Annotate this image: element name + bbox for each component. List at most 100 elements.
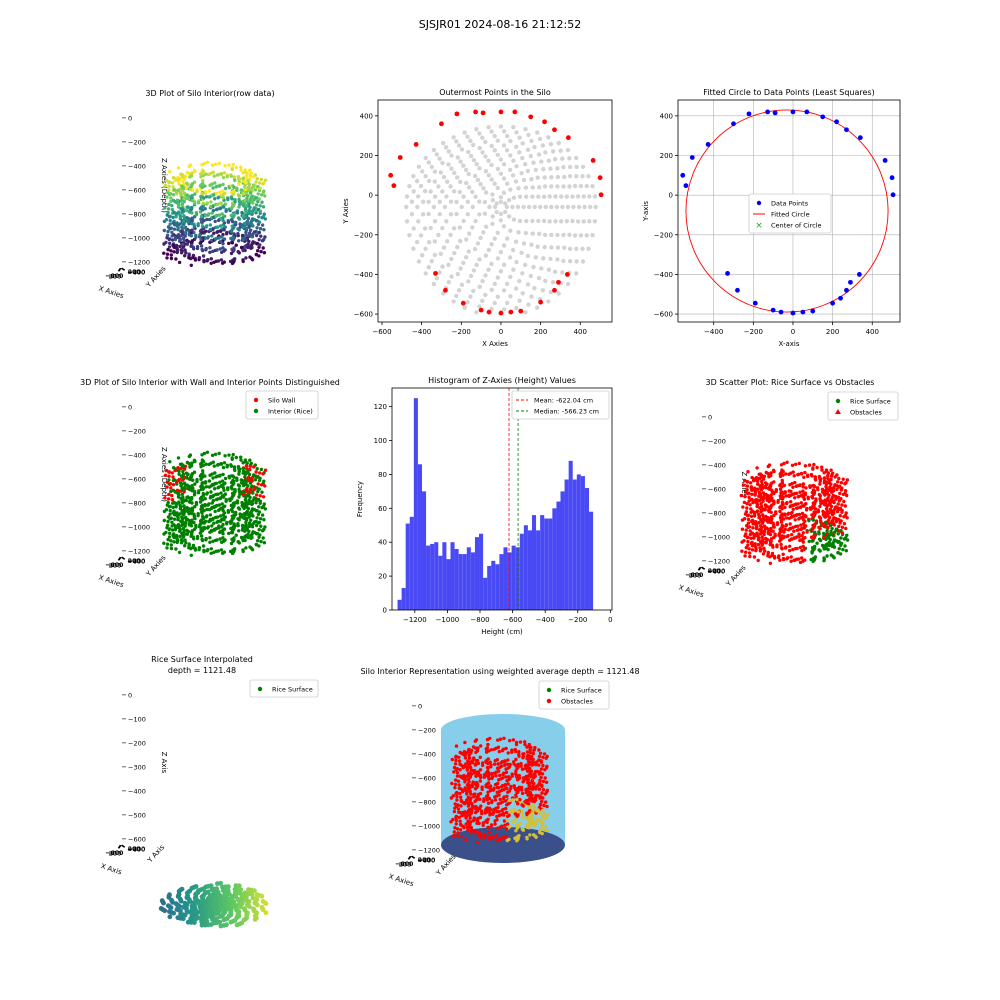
data-point <box>840 503 844 507</box>
surface-point <box>186 896 192 902</box>
data-point <box>545 828 550 833</box>
data-point <box>201 459 206 464</box>
data-point <box>528 754 532 759</box>
data-point <box>465 765 469 769</box>
data-point <box>793 496 797 500</box>
data-point <box>815 465 819 470</box>
inner-point <box>530 218 535 224</box>
legend-box <box>748 193 832 234</box>
outermost-point <box>433 271 438 276</box>
data-point <box>217 451 221 456</box>
data-point <box>244 230 248 235</box>
plot-title: Fitted Circle to Data Points (Least Squa… <box>703 88 874 97</box>
data-point <box>528 781 532 785</box>
data-point <box>804 508 809 512</box>
data-point <box>519 785 524 790</box>
inner-point <box>451 299 456 304</box>
data-point <box>843 544 847 548</box>
data-point <box>190 461 194 465</box>
data-point <box>188 187 193 192</box>
data-point <box>237 197 241 202</box>
data-point <box>176 205 181 209</box>
inner-point <box>437 199 442 204</box>
inner-point <box>489 129 494 134</box>
data-point <box>825 543 829 548</box>
surface-point <box>263 901 269 906</box>
data-point <box>183 254 187 258</box>
inner-point <box>498 124 504 129</box>
data-point <box>763 484 768 489</box>
data-point <box>174 503 178 507</box>
data-point <box>818 482 822 486</box>
data-point <box>753 493 757 497</box>
data-point <box>178 503 182 508</box>
data-point <box>505 779 509 783</box>
data-point <box>834 119 839 125</box>
data-point <box>827 543 832 548</box>
inner-point <box>511 267 516 272</box>
data-point <box>212 231 216 235</box>
data-point <box>497 838 501 842</box>
data-point <box>244 237 248 242</box>
data-point <box>201 471 205 476</box>
outermost-point <box>590 158 596 163</box>
inner-point <box>474 310 479 315</box>
inner-point <box>465 212 470 217</box>
data-point <box>762 530 766 534</box>
inner-point <box>565 204 571 210</box>
z-tick-label: −800 <box>128 210 146 218</box>
data-point <box>241 202 245 207</box>
data-point <box>246 506 251 511</box>
data-point <box>184 475 189 480</box>
data-point <box>201 494 205 498</box>
data-point <box>166 225 171 229</box>
data-point <box>172 188 176 192</box>
data-point <box>189 534 193 538</box>
y-tick-label: 400 <box>418 856 430 864</box>
data-point <box>207 189 212 193</box>
x-tick-label: −400 <box>105 561 123 569</box>
data-point <box>749 486 753 490</box>
y-axis-label: Y Axis <box>145 843 166 865</box>
data-point <box>211 517 215 521</box>
data-point <box>765 109 770 115</box>
inner-point <box>537 231 542 236</box>
inner-point <box>428 225 433 231</box>
data-point <box>257 238 261 242</box>
data-point <box>204 485 209 489</box>
data-point <box>190 194 194 198</box>
x-axis-label: X Axies <box>678 584 705 600</box>
data-point <box>259 483 264 487</box>
inner-point <box>550 149 556 154</box>
surface-point <box>217 914 223 919</box>
data-point <box>830 300 836 306</box>
inner-point <box>541 218 547 224</box>
data-point <box>221 205 226 209</box>
data-point <box>255 226 259 230</box>
inner-point <box>503 201 508 206</box>
data-point <box>744 528 748 532</box>
data-point <box>180 515 184 519</box>
inner-point <box>465 134 470 139</box>
data-point <box>185 219 190 223</box>
y-tick-label: −600 <box>354 311 373 319</box>
inner-point <box>530 231 535 236</box>
data-point <box>498 797 502 801</box>
inner-point <box>543 278 548 284</box>
inner-point <box>525 168 531 174</box>
data-point <box>467 780 471 784</box>
data-point <box>502 811 506 816</box>
data-point <box>221 175 226 180</box>
data-point <box>258 533 262 537</box>
data-point <box>758 549 762 553</box>
data-point <box>452 830 456 834</box>
data-point <box>169 543 173 547</box>
data-point <box>190 219 194 223</box>
data-point <box>261 182 265 186</box>
inner-point <box>452 250 457 256</box>
data-point <box>241 538 245 543</box>
inner-point <box>501 129 507 134</box>
data-point <box>226 197 230 202</box>
data-point <box>751 526 755 530</box>
data-point <box>172 540 176 544</box>
